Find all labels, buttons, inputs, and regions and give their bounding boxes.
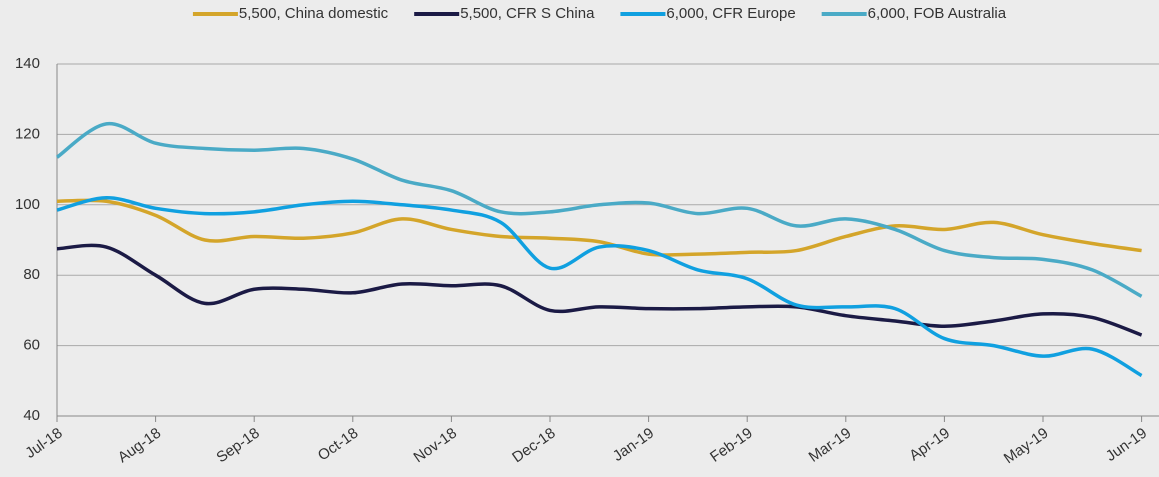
y-tick-label: 100	[15, 196, 40, 213]
x-tick-label: Feb-19	[707, 425, 756, 466]
legend-label: 5,500, China domestic	[239, 5, 389, 22]
y-tick-label: 60	[23, 337, 40, 354]
series-line	[56, 196, 1143, 378]
series-line	[55, 122, 1143, 298]
x-tick-label: Nov-18	[411, 425, 460, 467]
x-tick-label: Aug-18	[115, 425, 164, 467]
legend-label: 5,500, CFR S China	[460, 5, 595, 22]
y-tick-label: 40	[23, 407, 40, 424]
x-tick-label: Apr-19	[906, 425, 953, 465]
x-tick-label: Mar-19	[806, 425, 855, 466]
y-tick-label: 140	[15, 55, 40, 72]
y-tick-label: 80	[23, 266, 40, 283]
x-tick-label: Oct-18	[315, 425, 362, 465]
legend-label: 6,000, CFR Europe	[666, 5, 795, 22]
y-tick-label: 120	[15, 125, 40, 142]
x-tick-label: Dec-18	[509, 425, 558, 467]
legend-label: 6,000, FOB Australia	[868, 5, 1007, 22]
x-tick-label: Jun-19	[1103, 425, 1150, 465]
series-line	[56, 243, 1143, 337]
series-line	[56, 198, 1142, 257]
x-tick-label: Sep-18	[213, 425, 262, 467]
x-tick-label: Jan-19	[610, 425, 657, 465]
x-tick-label: May-19	[1001, 425, 1052, 468]
x-tick-label: Jul-18	[22, 425, 65, 462]
legend: 5,500, China domestic 5,500, CFR S China 6…	[192, 5, 1007, 22]
